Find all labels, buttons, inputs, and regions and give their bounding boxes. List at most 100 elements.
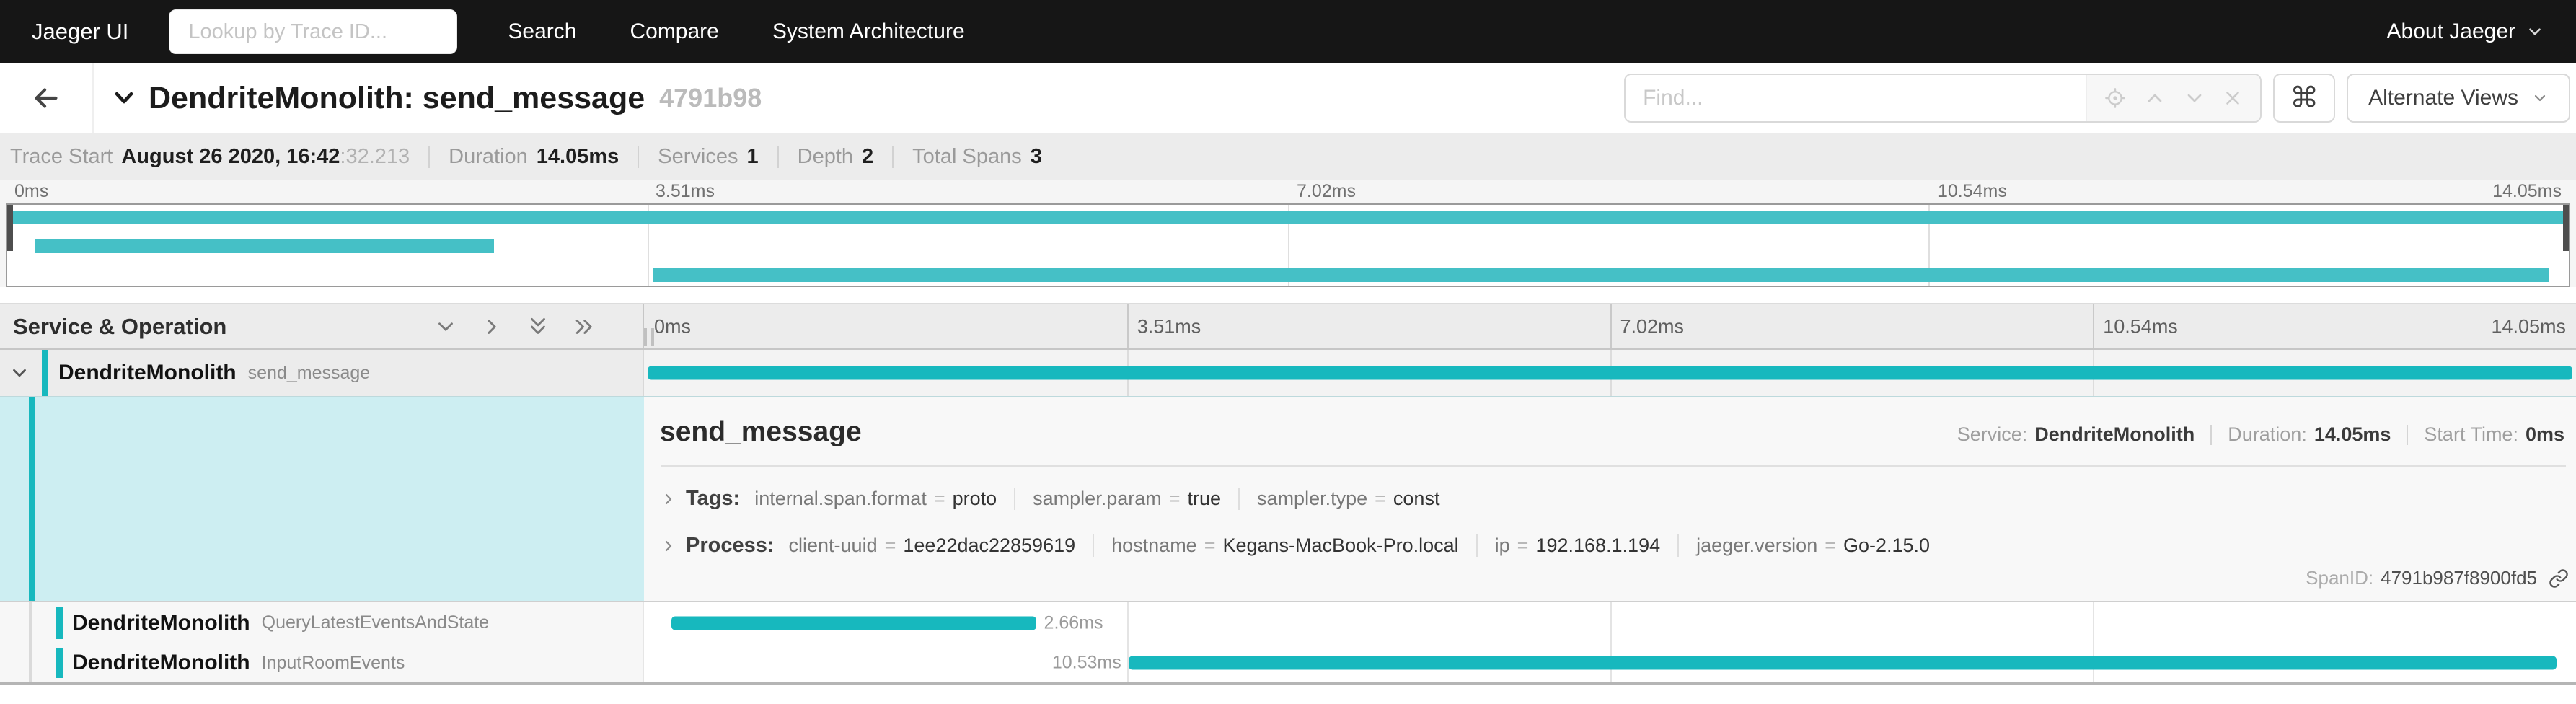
depth-value: 2 <box>862 145 874 168</box>
timeline-tick: 14.05ms <box>2491 315 2566 337</box>
expand-caret-icon[interactable] <box>660 537 677 555</box>
span-detail-row: send_message Service: DendriteMonolith D… <box>0 396 2576 602</box>
process-key: client-uuid <box>788 534 878 556</box>
span-timeline-cell[interactable]: 10.53ms <box>644 643 2576 682</box>
span-row-send-message[interactable]: DendriteMonolith send_message <box>0 350 2576 396</box>
equals-sign: = <box>933 488 945 509</box>
span-duration-bar[interactable] <box>648 366 2572 380</box>
operation-name: InputRoomEvents <box>261 652 405 673</box>
about-jaeger-label: About Jaeger <box>2386 19 2515 43</box>
clear-search-icon[interactable] <box>2222 87 2244 109</box>
timeline-tick: 7.02ms <box>1620 315 1685 337</box>
tag-pair: internal.span.format = proto <box>754 488 997 510</box>
process-pair: ip = 192.168.1.194 <box>1476 534 1660 557</box>
process-row: Process: client-uuid = 1ee22dac22859619 … <box>660 534 2569 558</box>
services-value: 1 <box>746 145 759 168</box>
indent-guide <box>29 643 32 682</box>
depth-label: Depth <box>797 145 854 168</box>
alternate-views-dropdown[interactable]: Alternate Views <box>2347 74 2570 123</box>
minimap-span-bar <box>12 211 2564 224</box>
span-id-value: 4791b987f8900fd5 <box>2381 567 2537 589</box>
find-input[interactable] <box>1626 75 2086 121</box>
focus-match-icon[interactable] <box>2104 87 2127 110</box>
span-duration-bar[interactable] <box>1129 656 2557 670</box>
chevron-down-icon <box>110 84 138 113</box>
nav-item-compare[interactable]: Compare <box>630 19 719 43</box>
span-row-query-latest-events[interactable]: DendriteMonolith QueryLatestEventsAndSta… <box>0 602 2576 643</box>
services-label: Services <box>658 145 738 168</box>
process-key: ip <box>1494 534 1510 556</box>
process-label[interactable]: Process: <box>686 534 775 557</box>
span-detail-panel: send_message Service: DendriteMonolith D… <box>644 397 2576 601</box>
trace-lookup-input[interactable] <box>169 9 458 54</box>
minimap-span-bar <box>35 239 494 253</box>
next-match-icon[interactable] <box>2183 87 2206 110</box>
service-name: DendriteMonolith <box>58 361 237 384</box>
trace-title: DendriteMonolith: send_message <box>149 80 645 115</box>
equals-sign: = <box>1204 534 1216 556</box>
span-row-input-room-events[interactable]: DendriteMonolith InputRoomEvents 10.53ms <box>0 643 2576 685</box>
trace-minimap-canvas[interactable] <box>6 203 2570 287</box>
expand-caret-icon[interactable] <box>660 490 677 508</box>
collapse-all-chevron-down-icon[interactable] <box>433 314 458 339</box>
duration-value: 14.05ms <box>2313 423 2391 445</box>
back-button[interactable] <box>0 63 94 133</box>
equals-sign: = <box>1517 534 1529 556</box>
expand-all-double-chevron-down-icon[interactable] <box>526 314 550 339</box>
chevron-down-icon <box>2531 89 2549 107</box>
collapse-one-chevron-right-icon[interactable] <box>480 314 504 339</box>
span-detail-title: send_message <box>660 416 862 447</box>
tag-key: internal.span.format <box>754 488 927 509</box>
tag-value: const <box>1393 488 1440 509</box>
span-id-label: SpanID: <box>2306 567 2374 589</box>
span-duration-label: 10.53ms <box>1051 652 1121 673</box>
equals-sign: = <box>1375 488 1386 509</box>
command-icon: ⌘ <box>2290 82 2319 114</box>
start-time-label: Start Time: <box>2424 423 2518 445</box>
deep-link-icon[interactable] <box>2549 568 2569 589</box>
nav-item-search[interactable]: Search <box>508 19 577 43</box>
collapse-chevron-icon[interactable] <box>9 362 30 384</box>
tags-label[interactable]: Tags: <box>686 487 741 510</box>
trace-start-value: August 26 2020, 16:42 <box>121 145 340 168</box>
equals-sign: = <box>1168 488 1181 509</box>
axis-tick: 10.54ms <box>1938 181 2007 201</box>
chevron-down-icon <box>2526 22 2544 41</box>
main-nav: Search Compare System Architecture <box>508 19 964 44</box>
nav-item-system-architecture[interactable]: System Architecture <box>772 19 965 43</box>
axis-tick: 14.05ms <box>2492 181 2562 201</box>
expand-one-double-chevron-right-icon[interactable] <box>572 314 596 339</box>
start-time-value: 0ms <box>2525 423 2564 445</box>
collapse-trace-detail-toggle[interactable] <box>110 84 138 113</box>
span-duration-bar[interactable] <box>671 616 1036 630</box>
timeline-header-axis: 0ms 3.51ms 7.02ms 10.54ms 14.05ms <box>644 304 2576 348</box>
prev-match-icon[interactable] <box>2143 87 2166 110</box>
axis-tick: 7.02ms <box>1297 181 1356 201</box>
service-color-bar <box>56 607 63 639</box>
service-name: DendriteMonolith <box>72 651 250 674</box>
span-timeline-cell[interactable]: 2.66ms <box>644 602 2576 643</box>
service-color-bar <box>42 350 48 396</box>
total-spans-value: 3 <box>1030 145 1042 168</box>
tag-value: true <box>1187 488 1222 509</box>
tag-key: sampler.type <box>1257 488 1368 509</box>
top-navbar: Jaeger UI Search Compare System Architec… <box>0 0 2576 63</box>
indent-guide <box>29 602 32 643</box>
minimap-left-scrubber[interactable] <box>7 205 13 251</box>
process-pair: hostname = Kegans-MacBook-Pro.local <box>1093 534 1459 557</box>
service-color-bar <box>29 397 35 601</box>
span-detail-name-gutter[interactable] <box>0 397 644 601</box>
tag-key: sampler.param <box>1033 488 1162 509</box>
trace-minimap-section: 0ms 3.51ms 7.02ms 10.54ms 14.05ms <box>0 180 2576 287</box>
minimap-right-scrubber[interactable] <box>2563 205 2569 251</box>
about-jaeger-menu[interactable]: About Jaeger <box>2387 19 2544 44</box>
process-value: 1ee22dac22859619 <box>903 534 1076 556</box>
column-resize-handle[interactable] <box>644 328 654 346</box>
span-timeline-cell[interactable] <box>644 350 2576 396</box>
app-logo[interactable]: Jaeger UI <box>32 19 129 44</box>
timeline-tick: 10.54ms <box>2103 315 2178 337</box>
keyboard-shortcuts-button[interactable]: ⌘ <box>2273 74 2336 123</box>
duration-label: Duration <box>449 145 528 168</box>
alternate-views-label: Alternate Views <box>2368 86 2518 110</box>
equals-sign: = <box>1825 534 1836 556</box>
